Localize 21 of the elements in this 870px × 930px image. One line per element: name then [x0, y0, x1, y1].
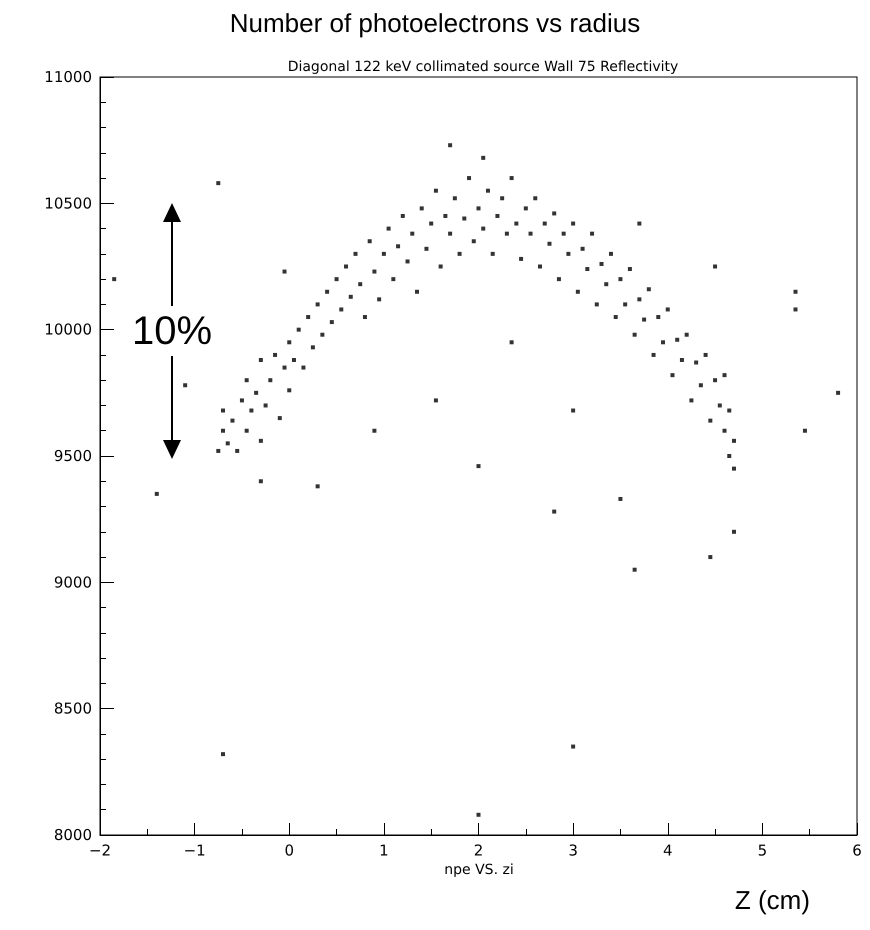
- x-tick-label: 3: [568, 842, 578, 860]
- text: npe VS. zi: [444, 862, 514, 878]
- y-tick-label: 9500: [54, 447, 92, 465]
- y-tick-label: 9000: [54, 573, 92, 592]
- x-axis-title: Z (cm): [734, 885, 810, 916]
- x-tick-label: 1: [379, 842, 389, 860]
- x-tick-label: 4: [662, 842, 673, 860]
- x-tick-label: −2: [88, 842, 112, 860]
- x-tick-label: 0: [284, 842, 294, 860]
- x-tick-label: 6: [852, 842, 862, 860]
- chart-title: Number of photoelectrons vs radius: [230, 8, 640, 38]
- chart-subtitle: Diagonal 122 keV collimated source Wall 75 Reflectivity: [288, 59, 678, 75]
- y-tick-label: 10500: [44, 194, 92, 212]
- x-tick-label: 5: [758, 842, 768, 860]
- y-tick-label: 8000: [54, 826, 92, 844]
- x-tick-label: −1: [184, 842, 206, 860]
- y-tick-label: 11000: [44, 68, 92, 86]
- x-tick-label: 2: [474, 842, 484, 860]
- y-tick-label: 10000: [44, 320, 92, 339]
- y-tick-label: 8500: [54, 700, 92, 718]
- annotation: 10%: [132, 308, 212, 354]
